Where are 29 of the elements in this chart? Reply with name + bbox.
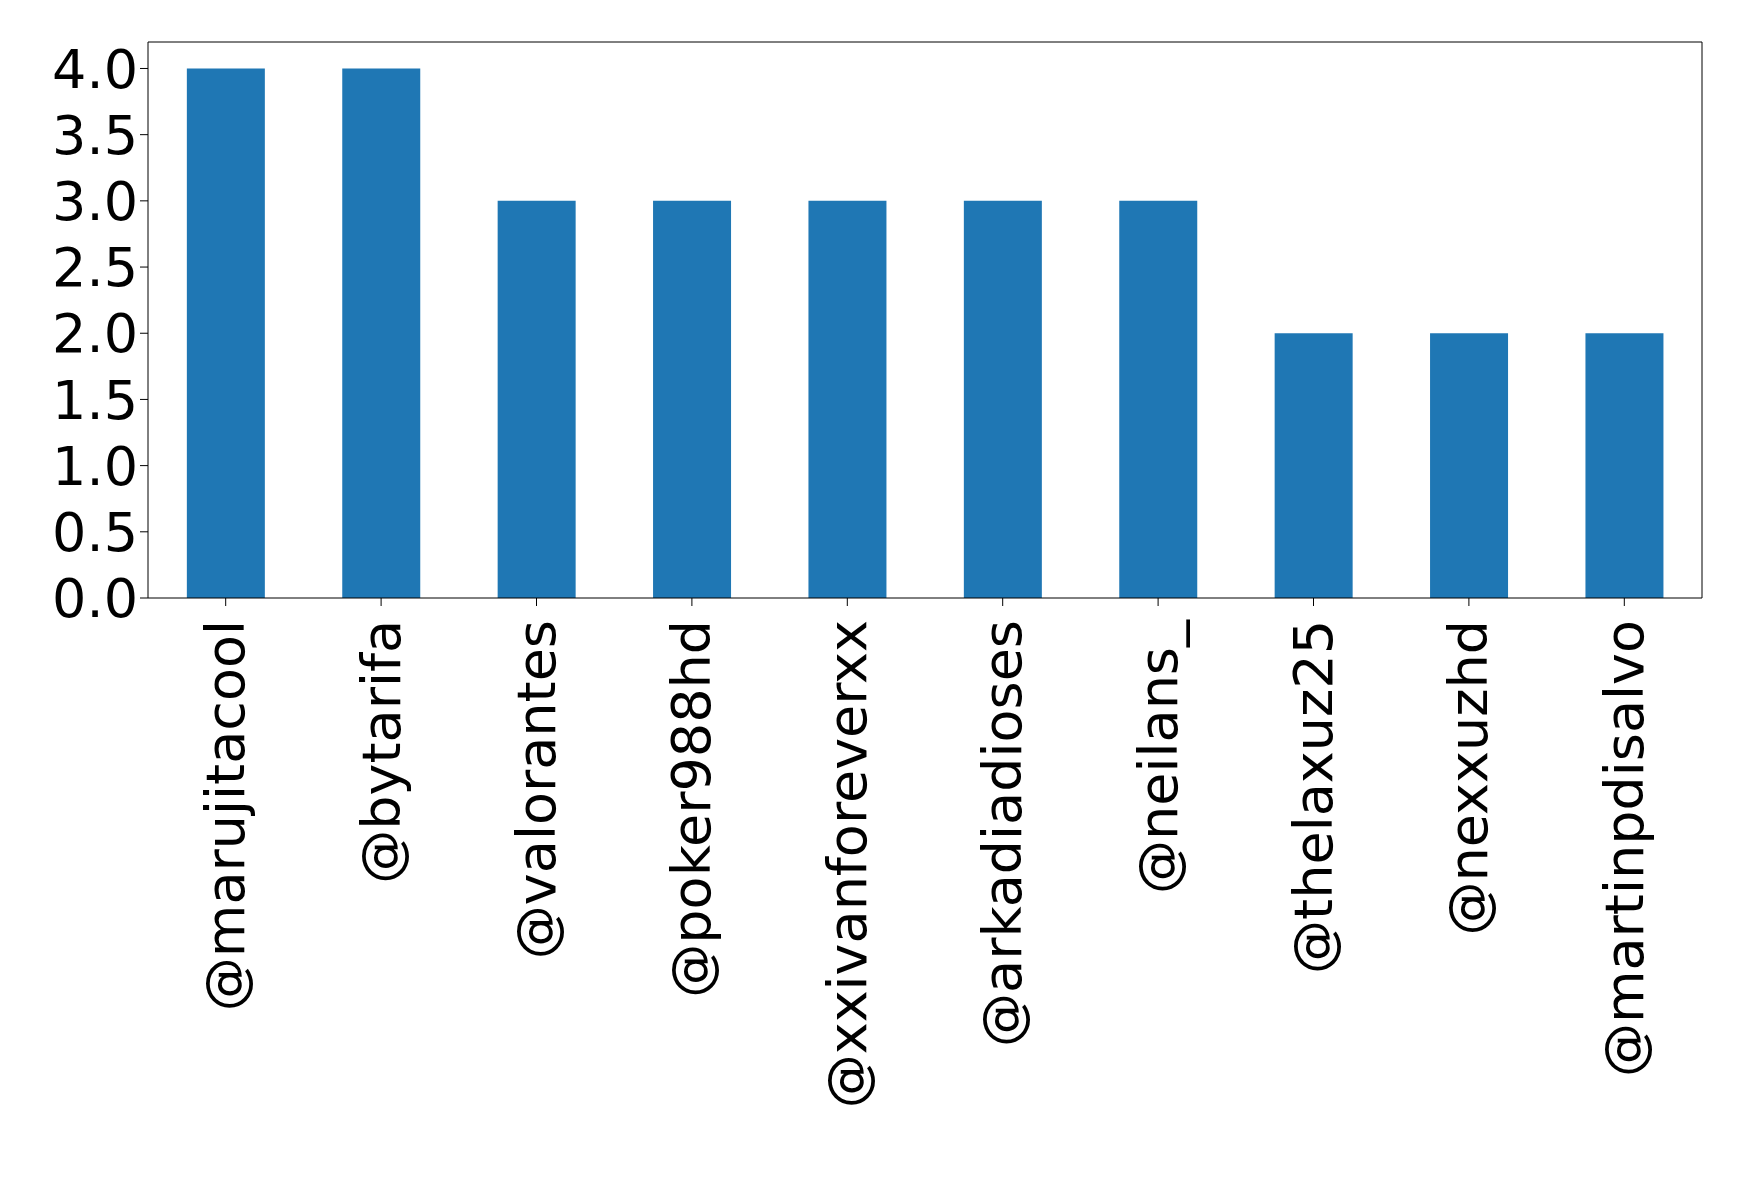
x-tick-label: @arkadiadioses	[971, 620, 1035, 1047]
bar	[1430, 333, 1509, 598]
x-tick-label: @marujitacool	[194, 620, 258, 1012]
bar	[497, 200, 576, 598]
bar	[808, 200, 887, 598]
bar	[1274, 333, 1353, 598]
bar	[1585, 333, 1664, 598]
y-tick-label: 2.5	[52, 236, 138, 300]
x-tick-label: @martinpdisalvo	[1592, 620, 1656, 1078]
y-tick-label: 0.5	[52, 500, 138, 564]
bar	[963, 200, 1042, 598]
y-tick-label: 4.0	[52, 37, 138, 101]
x-tick-label: @thelaxuz25	[1282, 620, 1345, 974]
y-tick-label: 1.5	[52, 368, 138, 432]
y-tick-label: 1.0	[52, 434, 138, 498]
bar	[653, 200, 732, 598]
y-tick-label: 0.0	[52, 567, 138, 631]
bar	[1119, 200, 1198, 598]
bar	[342, 68, 421, 598]
x-tick-label: @nexxuzhd	[1437, 620, 1501, 936]
x-tick-label: @xxivanforeverxx	[815, 620, 879, 1109]
y-tick-label: 2.0	[52, 302, 138, 366]
bar	[186, 68, 265, 598]
y-tick-label: 3.5	[52, 103, 138, 167]
x-tick-label: @neilans_	[1126, 619, 1190, 894]
x-tick-label: @poker988hd	[660, 620, 724, 998]
x-tick-label: @bytarifa	[349, 620, 413, 884]
x-tick-label: @valorantes	[505, 620, 568, 960]
y-tick-label: 3.0	[52, 170, 138, 234]
